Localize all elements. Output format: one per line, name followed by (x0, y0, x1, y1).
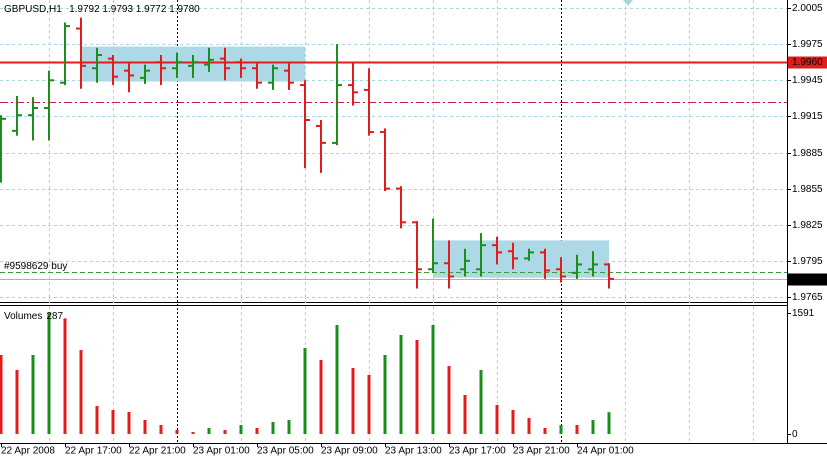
y-tick-label: 1.9825 (792, 220, 823, 231)
y-tick-label: 1.9765 (792, 292, 823, 303)
price-label-box (788, 273, 827, 286)
x-tick-label: 23 Apr 05:00 (257, 446, 314, 457)
price-label-box (788, 56, 827, 69)
y-tick-label: 1.9855 (792, 184, 823, 195)
chart-title: GBPUSD,H1 1.9792 1.9793 1.9772 1.9780 (4, 4, 200, 15)
y-tick-label: 2.0005 (792, 3, 823, 14)
x-tick-label: 23 Apr 17:00 (449, 446, 506, 457)
y-tick-label: 1.9945 (792, 75, 823, 86)
x-tick-label: 24 Apr 01:00 (577, 446, 634, 457)
x-tick-label: 23 Apr 09:00 (321, 446, 378, 457)
x-tick-label: 23 Apr 13:00 (385, 446, 442, 457)
volume-current: 287 (46, 311, 63, 322)
x-tick-label: 23 Apr 01:00 (193, 446, 250, 457)
order-label: #9598629 buy (4, 261, 67, 272)
x-tick-label: 22 Apr 17:00 (65, 446, 122, 457)
symbol: GBPUSD,H1 (4, 4, 62, 15)
y-tick-label: 1.9915 (792, 111, 823, 122)
ohlc-values: 1.9792 1.9793 1.9772 1.9780 (69, 4, 200, 15)
x-tick-label: 23 Apr 21:00 (513, 446, 570, 457)
y-tick-label: 1.9975 (792, 39, 823, 50)
x-tick-label: 22 Apr 2008 (1, 446, 55, 457)
y-tick-label: 1591 (792, 308, 815, 319)
y-tick-label: 1.9885 (792, 148, 823, 159)
price-label: 1.9960 (792, 57, 823, 68)
rectangle-object (433, 240, 609, 278)
x-tick-label: 22 Apr 21:00 (129, 446, 186, 457)
y-tick-label: 0 (792, 429, 798, 440)
volume-name: Volumes (4, 311, 42, 322)
y-tick-label: 1.9795 (792, 256, 823, 267)
volume-title: Volumes 287 (4, 311, 63, 322)
price-label: 1.9780 (792, 274, 823, 285)
